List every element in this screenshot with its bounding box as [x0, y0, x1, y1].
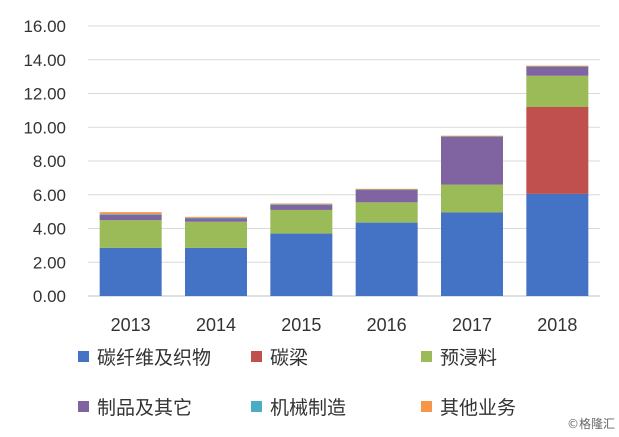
bar-segment	[526, 75, 589, 107]
bar-segment	[355, 222, 418, 296]
y-tick-label: 8.00	[33, 152, 66, 171]
bar-segment	[355, 189, 418, 203]
y-tick-label: 12.00	[23, 85, 66, 104]
bar-segment	[270, 204, 333, 210]
bar-segment	[185, 247, 247, 296]
bar-segment	[526, 66, 589, 67]
bar-segment	[441, 136, 503, 185]
bar-segment	[526, 65, 589, 67]
bar-segment	[270, 203, 333, 205]
x-tick-label: 2014	[196, 315, 236, 335]
bar-segment	[526, 66, 589, 76]
bar-segment	[99, 220, 162, 248]
y-tick-label: 10.00	[23, 118, 66, 137]
x-tick-label: 2015	[281, 315, 321, 335]
bar-segment	[441, 136, 503, 137]
bar-segment	[270, 204, 333, 206]
x-tick-label: 2013	[111, 315, 151, 335]
bar-segment	[441, 212, 503, 296]
bar-segment	[355, 189, 418, 191]
bar-segment	[99, 212, 162, 215]
bar-segment	[355, 188, 418, 190]
gridlines	[88, 25, 600, 297]
y-tick-label: 0.00	[33, 287, 66, 306]
bar-segment	[441, 184, 503, 213]
bar-segment	[270, 209, 333, 234]
x-tick-label: 2018	[537, 315, 577, 335]
x-tick-label: 2017	[452, 315, 492, 335]
bar-segment	[99, 215, 162, 221]
bars	[99, 65, 589, 296]
y-tick-label: 14.00	[23, 51, 66, 70]
y-tick-label: 6.00	[33, 186, 66, 205]
x-tick-label: 2016	[367, 315, 407, 335]
y-axis-ticks: 0.00 2.00 4.00 6.00 8.00 10.00 12.00 14.00 16.00	[23, 17, 66, 306]
bar-segment	[99, 247, 162, 296]
x-axis-ticks: 2013 2014 2015 2016 2017 2018	[111, 315, 578, 335]
y-tick-label: 2.00	[33, 253, 66, 272]
bar-segment	[526, 193, 589, 296]
y-tick-label: 16.00	[23, 17, 66, 36]
bar-segment	[185, 221, 247, 248]
bar-segment	[441, 135, 503, 137]
bar-segment	[185, 218, 247, 222]
y-tick-label: 4.00	[33, 220, 66, 239]
bar-segment	[526, 107, 589, 194]
bar-segment	[270, 233, 333, 296]
bar-segment	[99, 214, 162, 215]
bar-segment	[355, 202, 418, 223]
credit-text: ©格隆汇	[566, 417, 615, 431]
bar-segment	[185, 216, 247, 218]
bar-segment	[185, 217, 247, 219]
